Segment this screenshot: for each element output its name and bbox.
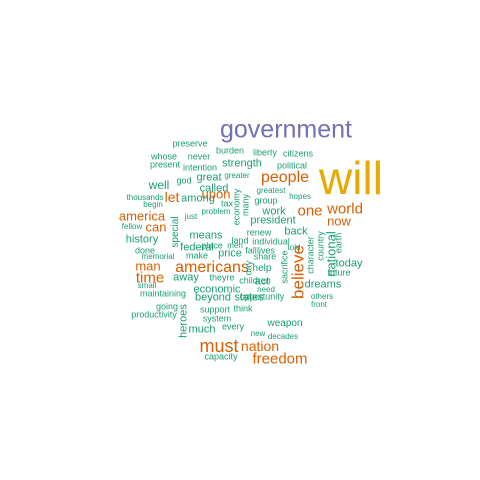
word-federal: federal xyxy=(180,241,214,254)
word-means: means xyxy=(189,229,223,242)
word-country: country xyxy=(315,231,326,261)
word-memorial: memorial xyxy=(141,252,175,261)
word-america: america xyxy=(118,208,166,224)
word-small: small xyxy=(137,281,157,290)
word-opportunity: opportunity xyxy=(239,291,285,302)
word-intention: intention xyxy=(182,162,218,173)
word-well: well xyxy=(148,178,170,192)
word-nation: nation xyxy=(240,338,280,354)
word-economic: economic xyxy=(193,283,241,296)
word-productivity: productivity xyxy=(131,309,177,320)
word-citizens: citizens xyxy=(282,148,314,159)
word-greatest: greatest xyxy=(256,186,286,195)
word-let: let xyxy=(164,189,180,205)
word-whose: whose xyxy=(150,151,178,162)
word-others: others xyxy=(310,292,334,301)
word-price: price xyxy=(218,247,242,260)
word-tax: tax xyxy=(220,198,234,209)
word-will: will xyxy=(319,152,383,204)
word-burden: burden xyxy=(215,145,245,156)
word-work: work xyxy=(262,205,286,218)
word-political: political xyxy=(276,160,308,171)
word-individual: individual xyxy=(252,236,290,247)
word-preserve: preserve xyxy=(172,138,208,149)
word-upon: upon xyxy=(201,186,231,202)
word-world: world xyxy=(327,200,363,218)
word-man: man xyxy=(135,258,161,274)
word-done: done xyxy=(134,245,156,256)
word-time: time xyxy=(135,269,165,287)
word-states: states xyxy=(234,291,264,304)
word-president: president xyxy=(250,214,296,227)
word-history: history xyxy=(125,233,159,246)
word-present: present xyxy=(149,159,181,170)
word-place: place xyxy=(201,240,223,251)
word-called: called xyxy=(199,182,229,195)
word-believe: believe xyxy=(288,245,308,299)
word-help: help xyxy=(252,263,272,274)
word-must: must xyxy=(199,336,239,356)
word-weapon: weapon xyxy=(267,318,303,329)
word-renew: renew xyxy=(246,227,272,238)
word-told: told xyxy=(287,243,301,252)
word-front: front xyxy=(310,300,328,309)
word-away: away xyxy=(173,271,199,284)
word-fall: fall xyxy=(245,245,257,256)
word-never: never xyxy=(187,151,211,162)
word-act: act xyxy=(254,275,270,288)
word-much: much xyxy=(188,323,216,336)
word-theyre: theyre xyxy=(209,272,235,283)
word-just: just xyxy=(184,212,198,221)
word-can: can xyxy=(145,219,167,235)
word-back: back xyxy=(284,225,308,238)
word-people: people xyxy=(260,169,310,186)
word-system: system xyxy=(202,313,232,324)
word-make: make xyxy=(185,250,209,261)
word-men: men xyxy=(227,241,243,250)
word-special: special xyxy=(170,216,181,248)
word-beyond: beyond xyxy=(194,291,232,304)
word-day: day xyxy=(243,260,254,276)
word-need: need xyxy=(257,285,275,294)
word-capacity: capacity xyxy=(204,351,238,362)
word-among: among xyxy=(181,192,215,205)
word-god: god xyxy=(176,175,192,186)
word-many: many xyxy=(240,193,251,217)
word-strength: strength xyxy=(222,157,262,170)
word-one: one xyxy=(297,202,323,220)
word-hopes: hopes xyxy=(289,192,311,201)
word-dreams: dreams xyxy=(304,278,342,291)
word-new: new xyxy=(250,329,266,338)
word-share: share xyxy=(253,251,277,262)
word-begin: begin xyxy=(143,200,163,209)
word-government: government xyxy=(219,115,353,144)
word-every: every xyxy=(221,321,245,332)
word-maintaining: maintaining xyxy=(139,288,187,299)
word-character: character xyxy=(305,236,316,274)
word-decades: decades xyxy=(267,332,299,341)
word-sacrifice: sacrifice xyxy=(279,250,290,284)
word-liberty: liberty xyxy=(252,147,278,158)
word-group: group xyxy=(254,195,278,206)
word-children: children xyxy=(239,275,271,286)
word-great: great xyxy=(196,171,222,184)
word-think: think xyxy=(233,303,253,314)
word-future: future xyxy=(327,267,351,278)
word-earth: earth xyxy=(333,232,344,254)
word-going: going xyxy=(155,301,179,312)
word-today: today xyxy=(335,257,363,270)
word-lives: lives xyxy=(256,245,276,256)
word-greater: greater xyxy=(224,171,250,180)
word-land: land xyxy=(231,235,249,246)
word-fellow: fellow xyxy=(121,222,143,231)
word-now: now xyxy=(327,213,351,229)
word-problem: problem xyxy=(201,207,231,216)
word-thousands: thousands xyxy=(126,193,164,202)
word-support: support xyxy=(199,304,231,315)
word-freedom: freedom xyxy=(252,350,308,368)
word-americans: americans xyxy=(175,259,249,276)
